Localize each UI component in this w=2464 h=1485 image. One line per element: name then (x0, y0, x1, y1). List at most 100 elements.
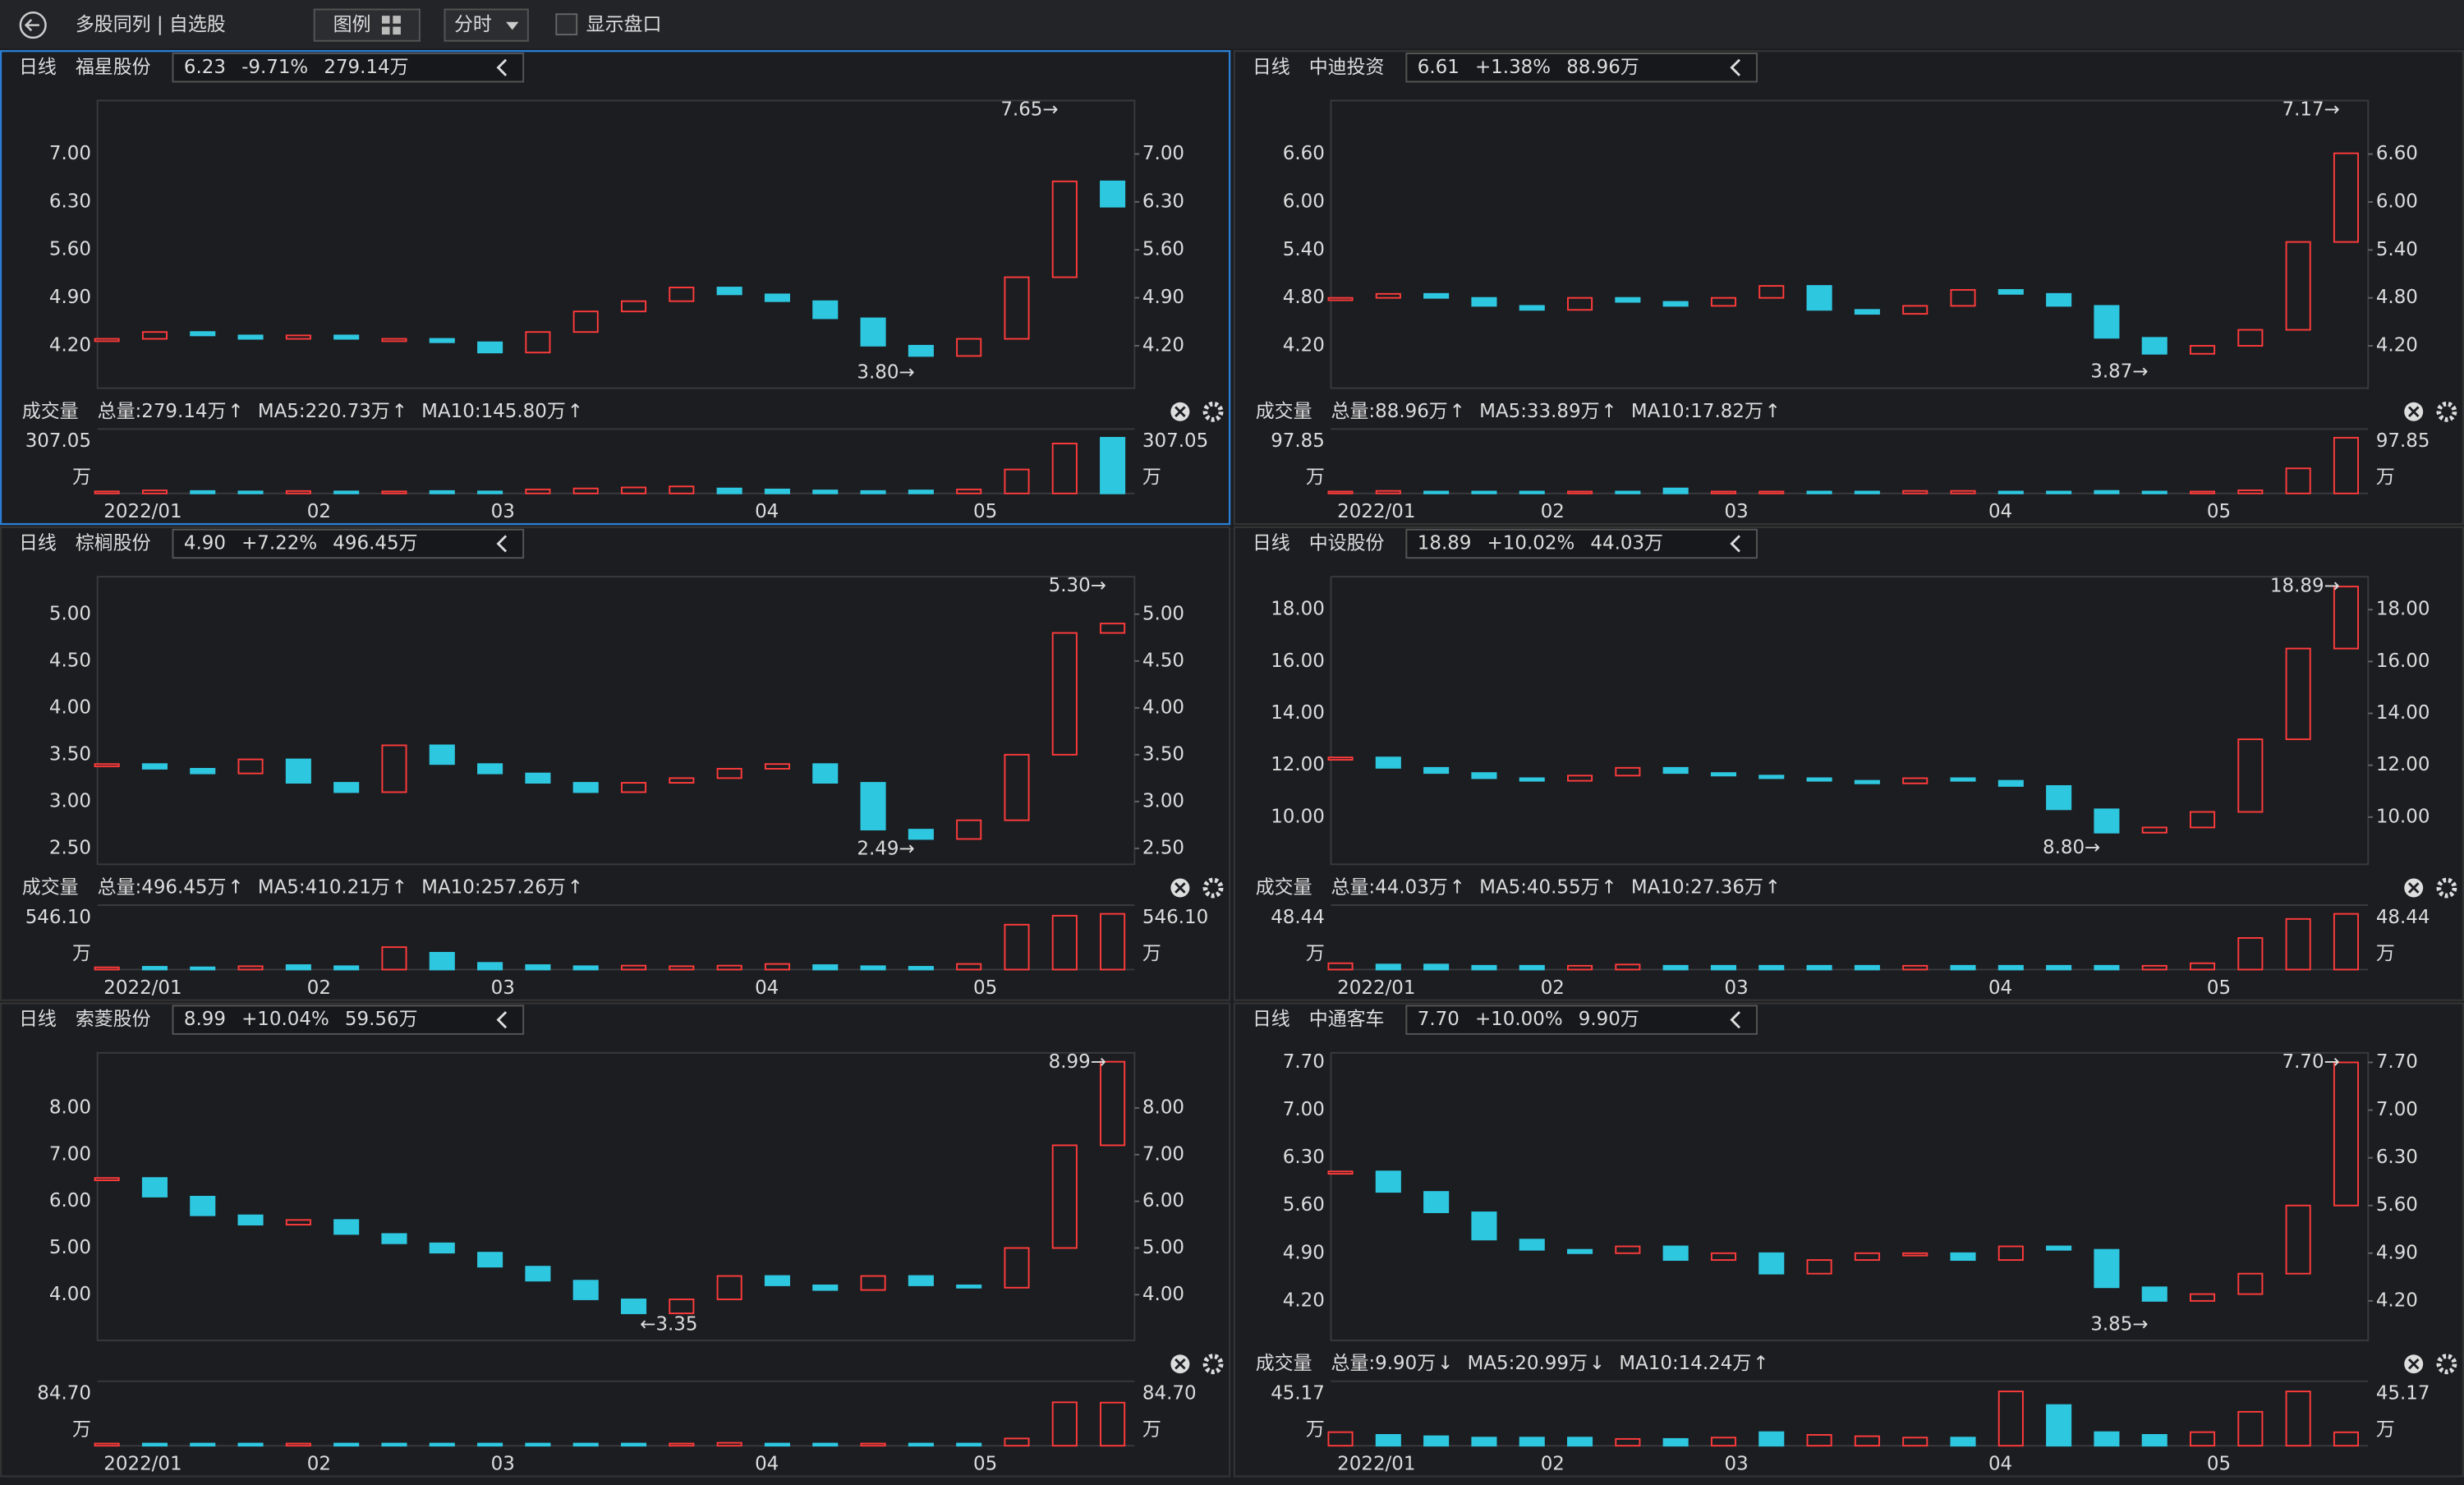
y-tick-label: 4.00 (49, 697, 91, 718)
candle (1519, 777, 1545, 782)
candle (1997, 1245, 2024, 1262)
y-tick-label: 8.00 (49, 1097, 91, 1118)
volume-tick-label: 307.05 (1142, 430, 1208, 452)
candle (669, 1299, 695, 1314)
stock-panel[interactable]: 日线 中通客车 7.70 +10.00% 9.90万 7.70 7.70 7.00 7.00 6.… (1233, 1002, 2464, 1478)
volume-bar (1806, 964, 1832, 971)
candle (237, 758, 264, 775)
volume-tick-label: 84.70 (1142, 1383, 1197, 1405)
volume-bar (1997, 964, 2024, 971)
candle (1051, 1144, 1078, 1249)
volume-bar (2285, 917, 2311, 971)
volume-bar (1567, 490, 1593, 494)
collapse-button[interactable] (1730, 58, 1740, 76)
candle (141, 331, 168, 340)
toolbar-title: 多股同列 | 自选股 (76, 14, 226, 35)
stock-name: 中迪投资 (1309, 57, 1385, 78)
quote-box (172, 528, 525, 559)
candle (1327, 756, 1354, 761)
candle (2333, 152, 2360, 243)
back-button[interactable] (19, 11, 47, 39)
stock-panel[interactable]: 日线 中迪投资 6.61 +1.38% 88.96万 6.60 6.60 6.00 6.00 5.… (1233, 50, 2464, 526)
y-tick-label: 4.20 (2376, 1290, 2418, 1311)
volume-bar (1004, 1437, 1030, 1447)
settings-icon[interactable] (1202, 1354, 1224, 1375)
settings-icon[interactable] (2436, 401, 2457, 422)
volume-bar (477, 1442, 503, 1447)
candle (669, 777, 695, 784)
quote-change: +7.22% (241, 532, 317, 554)
volume-arrow: ↓ (1437, 1353, 1453, 1374)
collapse-button[interactable] (1730, 535, 1740, 553)
volume-bar (764, 488, 790, 494)
candle (2046, 1245, 2072, 1251)
extreme-label: 18.89→ (2270, 576, 2340, 597)
collapse-button[interactable] (496, 1011, 508, 1029)
price-frame (96, 1051, 1136, 1341)
candle (237, 334, 264, 340)
candle (94, 1177, 120, 1182)
settings-icon[interactable] (1202, 401, 1224, 422)
candle (1327, 1170, 1354, 1175)
volume-unit: 万 (2376, 1419, 2395, 1441)
candle (1423, 766, 1450, 775)
volume-ma10: MA10:14.24万 (1619, 1353, 1751, 1374)
volume-bar (2190, 490, 2216, 494)
y-tick-label: 6.60 (1283, 143, 1325, 164)
checkbox[interactable] (555, 13, 578, 36)
stock-panel[interactable]: 日线 福星股份 6.23 -9.71% 279.14万 7.00 7.00 6.30 6.30 5… (0, 50, 1231, 526)
volume-bar (1519, 964, 1545, 971)
volume-bar (429, 1442, 455, 1447)
candle (1519, 305, 1545, 311)
date-label: 2022/01 (103, 1454, 182, 1475)
volume-bar (572, 1442, 599, 1447)
settings-icon[interactable] (2436, 877, 2457, 899)
y-tick-label: 5.60 (2376, 1194, 2418, 1216)
volume-ma5: MA5:33.89万 (1479, 401, 1599, 422)
candle (1051, 632, 1078, 756)
volume-bar (237, 965, 264, 971)
stock-panel[interactable]: 日线 索菱股份 8.99 +10.04% 59.56万 8.00 8.00 7.00 7.00 6… (0, 1002, 1231, 1478)
y-tick-label: 7.00 (1142, 143, 1184, 164)
collapse-button[interactable] (496, 535, 508, 553)
date-label: 05 (973, 501, 997, 522)
stock-name: 棕榈股份 (76, 532, 151, 554)
candle (908, 344, 934, 357)
candle (716, 287, 742, 296)
settings-icon[interactable] (1202, 877, 1224, 899)
volume-unit: 万 (1142, 1419, 1161, 1441)
candle (1806, 285, 1832, 311)
volume-bar (669, 965, 695, 971)
candle (1710, 1252, 1737, 1262)
candle (2094, 1248, 2120, 1289)
settings-icon[interactable] (2436, 1354, 2457, 1375)
volume-bar (1902, 1437, 1928, 1447)
stock-panel[interactable]: 日线 中设股份 18.89 +10.02% 44.03万 18.00 18.00 16.00 1… (1233, 526, 2464, 1001)
collapse-button[interactable] (496, 58, 508, 76)
volume-bar (2333, 1431, 2360, 1447)
y-tick-label: 18.00 (2376, 599, 2430, 620)
date-label: 03 (1725, 977, 1749, 999)
volume-ma5: MA5:410.21万 (258, 876, 390, 898)
volume-arrow: ↑ (1450, 876, 1465, 898)
quote-change: +10.04% (241, 1009, 329, 1030)
volume-unit: 万 (1306, 943, 1325, 964)
volume-tick-label: 97.85 (2376, 430, 2430, 452)
volume-bar (1806, 1433, 1832, 1447)
collapse-button[interactable] (1730, 1011, 1740, 1029)
stock-panel[interactable]: 日线 棕榈股份 4.90 +7.22% 496.45万 5.00 5.00 4.50 4.50 4… (0, 526, 1231, 1001)
volume-bar (620, 1442, 647, 1447)
volume-bar (2046, 490, 2072, 494)
volume-bar (2285, 1391, 2311, 1447)
y-tick-label: 4.20 (1142, 334, 1184, 356)
candle (908, 1275, 934, 1286)
legend-button[interactable] (313, 8, 421, 42)
candle (764, 763, 790, 770)
volume-bar (956, 488, 982, 494)
candle (1471, 297, 1497, 307)
volume-bar (1375, 963, 1401, 971)
volume-bar (141, 490, 168, 494)
date-label: 02 (1541, 1454, 1565, 1475)
candle (1710, 297, 1737, 307)
extreme-label: 3.85→ (2090, 1313, 2148, 1335)
